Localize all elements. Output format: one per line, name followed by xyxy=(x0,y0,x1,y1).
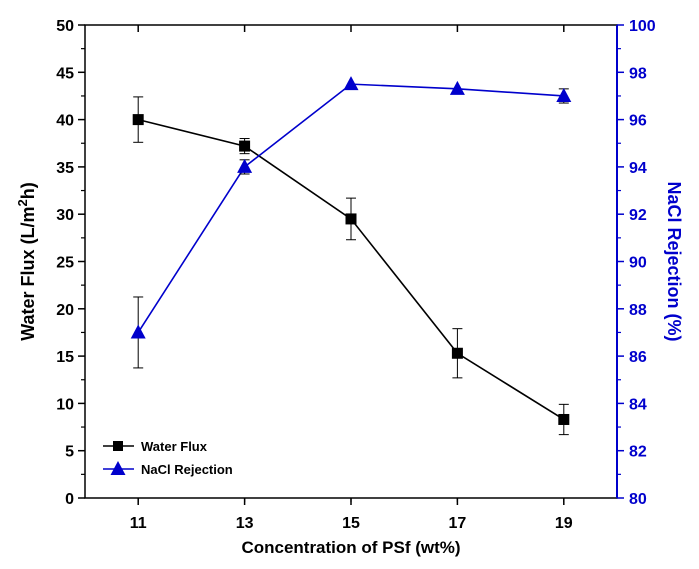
y-left-tick-label: 0 xyxy=(65,491,74,508)
data-point-square xyxy=(451,347,463,359)
y-left-tick-label: 30 xyxy=(56,207,74,224)
y-left-title-superscript: 2 xyxy=(15,199,30,206)
y-right-tick-label: 98 xyxy=(629,65,647,82)
y-left-tick-label: 15 xyxy=(56,349,74,366)
y-left-tick-label: 20 xyxy=(56,302,74,319)
x-tick-label: 15 xyxy=(342,515,360,532)
plot-area xyxy=(84,24,618,499)
data-point-triangle xyxy=(130,324,146,339)
legend: Water Flux NaCl Rejection xyxy=(103,439,233,477)
y-left-tick-label: 40 xyxy=(56,113,74,130)
x-tick-label: 19 xyxy=(555,515,573,532)
x-axis-title: Concentration of PSf (wt%) xyxy=(241,538,460,557)
axes: 11 13 15 17 19 0 5 10 15 20 25 30 35 40 45 50 80 82 84 86 88… xyxy=(15,18,684,557)
y-right-tick-label: 96 xyxy=(629,113,647,130)
legend-marker-triangle xyxy=(110,461,126,475)
y-left-tick-label: 35 xyxy=(56,160,74,177)
y-left-axis-title: Water Flux (L/m2h) xyxy=(15,182,38,341)
y-right-axis-title: NaCl Rejection (%) xyxy=(664,181,684,341)
y-left-tick-label: 10 xyxy=(56,396,74,413)
series-layer xyxy=(130,76,572,436)
series-line xyxy=(138,118,565,421)
y-left-tick-label: 5 xyxy=(65,444,74,461)
y-left-title-tail: h) xyxy=(18,182,38,199)
legend-marker-square xyxy=(113,441,123,451)
y-right-tick-label: 80 xyxy=(629,491,647,508)
legend-label: NaCl Rejection xyxy=(141,462,233,477)
y-right-tick-label: 82 xyxy=(629,444,647,461)
data-point-square xyxy=(132,114,144,126)
data-point-square xyxy=(239,140,251,152)
y-right-tick-label: 94 xyxy=(629,160,647,177)
x-tick-label: 17 xyxy=(449,515,467,532)
y-left-tick-label: 25 xyxy=(56,255,74,272)
y-right-tick-label: 88 xyxy=(629,302,647,319)
series-water-flux xyxy=(132,96,570,436)
x-tick-label: 13 xyxy=(236,515,254,532)
series-nacl-rejection xyxy=(130,76,572,369)
data-point-triangle xyxy=(343,76,359,91)
data-point-square xyxy=(558,413,570,425)
y-left-tick-label: 45 xyxy=(56,65,74,82)
data-point-square xyxy=(345,213,357,225)
legend-item: Water Flux xyxy=(103,439,208,454)
y-left-title-main: Water Flux (L/m xyxy=(18,206,38,340)
legend-label: Water Flux xyxy=(141,439,208,454)
y-left-tick-label: 50 xyxy=(56,18,74,35)
data-point-triangle xyxy=(556,87,572,102)
data-point-triangle xyxy=(237,158,253,173)
y-right-tick-label: 84 xyxy=(629,396,647,413)
data-point-triangle xyxy=(449,80,465,95)
legend-item: NaCl Rejection xyxy=(103,461,233,477)
y-right-tick-label: 90 xyxy=(629,255,647,272)
y-right-tick-label: 100 xyxy=(629,18,656,35)
plot-frame xyxy=(84,24,618,499)
x-tick-label: 11 xyxy=(130,515,147,532)
y-right-tick-label: 86 xyxy=(629,349,647,366)
y-right-tick-label: 92 xyxy=(629,207,647,224)
